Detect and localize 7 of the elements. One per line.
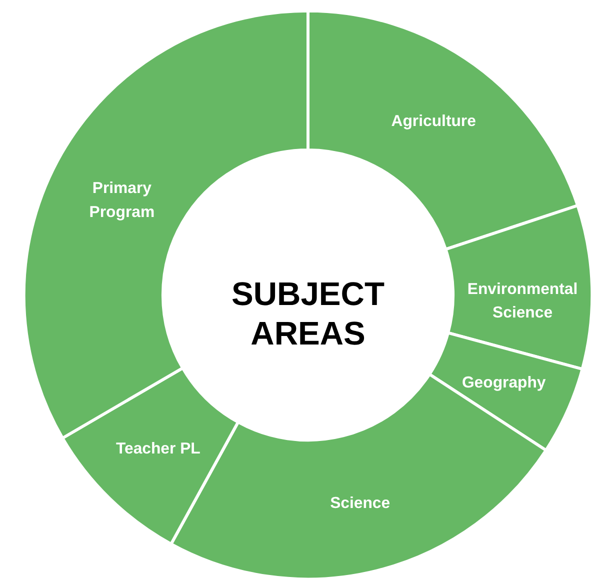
slice-label: Geography — [462, 374, 546, 392]
text: SUBJECT AREAS — [232, 274, 384, 352]
slice-label: Agriculture — [391, 112, 476, 130]
slice-label: Environmental Science — [467, 280, 578, 322]
slice-label: Teacher PL — [116, 440, 201, 458]
slice-label: Primary Program — [89, 180, 155, 221]
slice-label: Science — [330, 495, 390, 512]
